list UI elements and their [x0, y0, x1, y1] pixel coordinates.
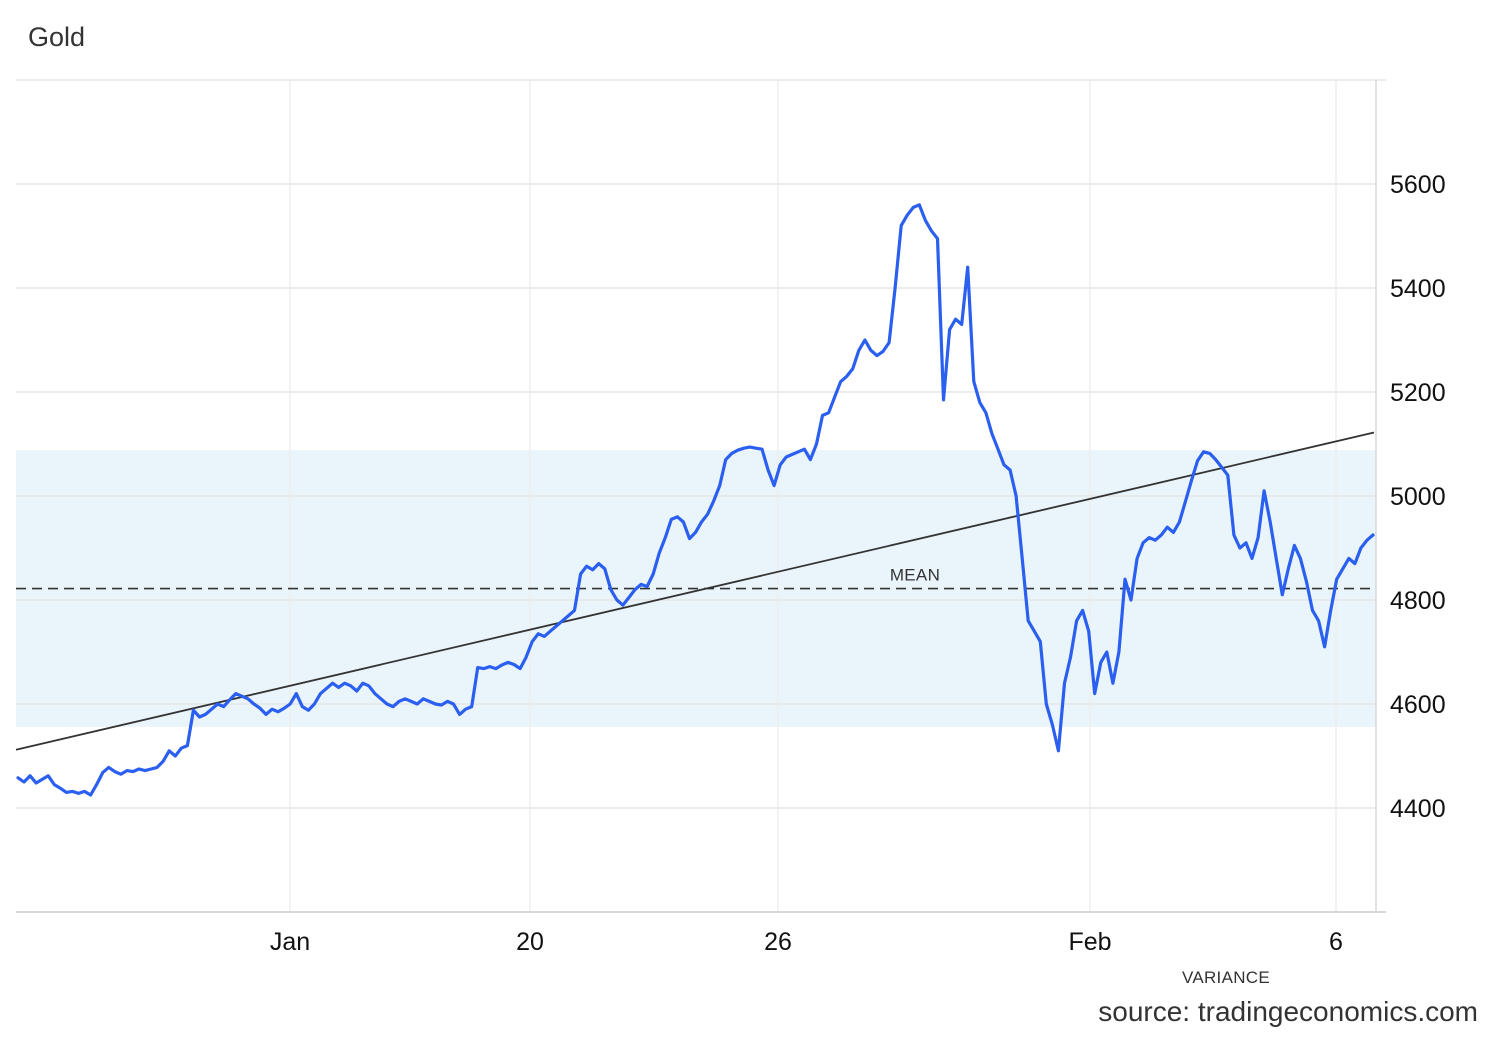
y-tick-label: 5200: [1390, 379, 1446, 407]
y-tick-label: 4800: [1390, 587, 1446, 615]
series-layer: [16, 203, 1375, 797]
chart-title: Gold: [28, 22, 86, 52]
y-tick-label: 5000: [1390, 483, 1446, 511]
variance-label: VARIANCE: [1182, 968, 1270, 987]
axis-layer: 4400 4600 4800 5000 5200 5400 5600 Jan 20 26 Feb 6 V…: [16, 80, 1446, 987]
grid-layer: [16, 79, 1386, 912]
x-tick-label: 26: [764, 928, 792, 956]
source-label: source: tradingeconomics.com: [1098, 996, 1478, 1027]
x-tick-label: Jan: [270, 928, 310, 956]
x-tick-label: 6: [1329, 928, 1343, 956]
mean-label: MEAN: [890, 566, 940, 585]
y-tick-label: 4600: [1390, 691, 1446, 719]
x-tick-label: 20: [516, 928, 544, 956]
gold-price-line: [16, 203, 1375, 797]
y-tick-label: 5600: [1390, 171, 1446, 199]
y-tick-label: 4400: [1390, 795, 1446, 823]
x-tick-label: Feb: [1068, 928, 1111, 956]
mean-layer: MEAN: [16, 566, 1376, 590]
y-tick-label: 5400: [1390, 275, 1446, 303]
